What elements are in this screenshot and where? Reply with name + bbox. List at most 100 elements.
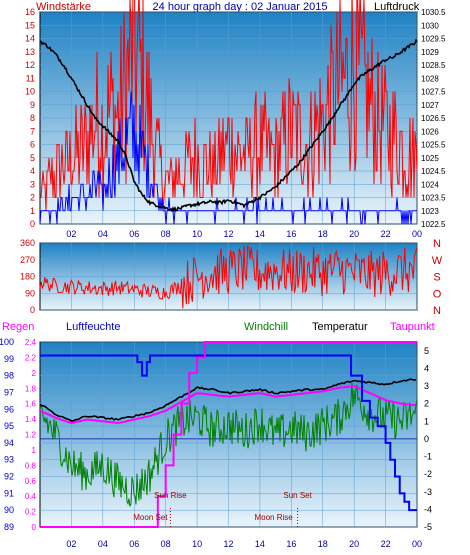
left-axis-label: Windstärke bbox=[36, 1, 91, 13]
left-tick-label: 4 bbox=[30, 166, 35, 176]
temperature-line bbox=[39, 378, 417, 422]
x-tick-label: 20 bbox=[349, 539, 359, 549]
humidity-panel-axes: 899091929394959697989910000.20.40.60.811… bbox=[0, 337, 432, 549]
direction-panel-series bbox=[39, 244, 418, 309]
humidity-tick-label: 92 bbox=[4, 472, 14, 482]
humidity-tick-label: 95 bbox=[4, 421, 14, 431]
temp-tick-label: 4 bbox=[424, 363, 429, 373]
humidity-tick-label: 100 bbox=[0, 337, 14, 347]
direction-tick-label: 360 bbox=[20, 238, 35, 248]
humidity-tick-label: 97 bbox=[4, 387, 14, 397]
right-tick-label: 1027.5 bbox=[421, 88, 446, 97]
humidity-tick-label: 93 bbox=[4, 455, 14, 465]
temp-tick-label: 2 bbox=[424, 399, 429, 409]
temp-tick-label: 5 bbox=[424, 346, 429, 356]
humidity-line bbox=[40, 354, 417, 512]
rain-tick-label: 2 bbox=[32, 369, 37, 378]
right-tick-label: 1023 bbox=[421, 207, 439, 216]
x-tick-label: 06 bbox=[129, 229, 139, 239]
compass-label: N bbox=[433, 238, 441, 250]
rain-tick-label: 2.2 bbox=[25, 353, 37, 362]
right-axis-label: Luftdruck bbox=[374, 1, 420, 13]
left-tick-label: 0 bbox=[30, 219, 35, 229]
right-tick-label: 1028 bbox=[421, 74, 439, 83]
left-tick-label: 8 bbox=[30, 113, 35, 123]
left-tick-label: 11 bbox=[26, 73, 35, 83]
left-tick-label: 13 bbox=[25, 47, 35, 57]
rain-tick-label: 0 bbox=[32, 523, 37, 532]
right-tick-label: 1026 bbox=[421, 127, 439, 136]
right-tick-label: 1026.5 bbox=[421, 114, 446, 123]
x-tick-label: 22 bbox=[381, 229, 391, 239]
direction-tick-label: 180 bbox=[20, 272, 35, 282]
moon-rise-label: Moon Rise bbox=[254, 513, 293, 522]
x-tick-label: 00 bbox=[412, 539, 422, 549]
x-tick-label: 06 bbox=[129, 539, 139, 549]
humidity-tick-label: 98 bbox=[4, 371, 14, 381]
humidity-tick-label: 89 bbox=[4, 522, 14, 532]
right-tick-label: 1029 bbox=[421, 48, 439, 57]
x-tick-label: 20 bbox=[349, 229, 359, 239]
left-tick-label: 10 bbox=[25, 87, 35, 97]
gust-line bbox=[39, 91, 417, 225]
humidity-panel-series bbox=[39, 341, 418, 528]
rain-tick-label: 1.2 bbox=[25, 431, 37, 440]
right-tick-label: 1022.5 bbox=[421, 220, 446, 229]
rain-line bbox=[40, 341, 417, 528]
right-tick-label: 1025.5 bbox=[421, 141, 446, 150]
wind-direction-line bbox=[39, 244, 418, 309]
x-tick-label: 14 bbox=[255, 539, 265, 549]
temp-tick-label: 1 bbox=[424, 416, 429, 426]
right-tick-label: 1029.5 bbox=[421, 35, 446, 44]
x-tick-label: 02 bbox=[66, 539, 76, 549]
x-tick-label: 18 bbox=[318, 539, 328, 549]
legend-windchill: Windchill bbox=[244, 321, 288, 333]
x-tick-label: 04 bbox=[98, 539, 108, 549]
sun-set-label: Sun Set bbox=[283, 491, 312, 500]
x-tick-label: 04 bbox=[98, 229, 108, 239]
rain-tick-label: 1.6 bbox=[25, 400, 37, 409]
legend-temperature: Temperatur bbox=[312, 321, 368, 333]
rain-tick-label: 0.8 bbox=[25, 461, 37, 470]
wind-panel-axes: 0123456789101112131415161022.510231023.5… bbox=[25, 7, 446, 239]
right-tick-label: 1025 bbox=[421, 154, 439, 163]
right-tick-label: 1030.5 bbox=[421, 8, 446, 17]
rain-tick-label: 1 bbox=[32, 446, 37, 455]
temp-tick-label: 0 bbox=[424, 434, 429, 444]
right-tick-label: 1024 bbox=[421, 180, 439, 189]
legend-humidity: Luftfeuchte bbox=[66, 321, 120, 333]
left-tick-label: 14 bbox=[25, 34, 35, 44]
x-tick-label: 08 bbox=[161, 539, 171, 549]
temp-tick-label: -5 bbox=[424, 522, 432, 532]
left-tick-label: 3 bbox=[30, 179, 35, 189]
rain-tick-label: 0.6 bbox=[25, 477, 37, 486]
rain-tick-label: 0.2 bbox=[25, 508, 37, 517]
rain-tick-label: 1.4 bbox=[25, 415, 37, 424]
chart-title: 24 hour graph day : 02 Januar 2015 bbox=[153, 1, 328, 13]
x-tick-label: 22 bbox=[381, 539, 391, 549]
rain-tick-label: 1.8 bbox=[25, 384, 37, 393]
legend-rain: Regen bbox=[2, 321, 34, 333]
temp-tick-label: -1 bbox=[424, 452, 432, 462]
right-tick-label: 1028.5 bbox=[421, 61, 446, 70]
rain-tick-label: 2.4 bbox=[25, 338, 37, 347]
direction-tick-label: 90 bbox=[25, 288, 35, 298]
dewpoint-line bbox=[39, 385, 417, 425]
temp-tick-label: 3 bbox=[424, 381, 429, 391]
direction-panel-axes: 0 N 90 O 180 S 270 W 360 N bbox=[20, 238, 443, 317]
x-tick-label: 08 bbox=[161, 229, 171, 239]
left-tick-label: 2 bbox=[30, 193, 35, 203]
pressure-line bbox=[39, 38, 418, 213]
x-tick-label: 10 bbox=[192, 229, 202, 239]
right-tick-label: 1030 bbox=[421, 21, 439, 30]
x-tick-label: 00 bbox=[412, 229, 422, 239]
right-tick-label: 1023.5 bbox=[421, 194, 446, 203]
left-tick-label: 16 bbox=[25, 7, 35, 17]
x-tick-label: 18 bbox=[318, 229, 328, 239]
windchill-line bbox=[39, 382, 418, 507]
humidity-tick-label: 91 bbox=[4, 488, 14, 498]
temp-tick-label: -4 bbox=[424, 504, 432, 514]
compass-label: N bbox=[433, 305, 441, 317]
